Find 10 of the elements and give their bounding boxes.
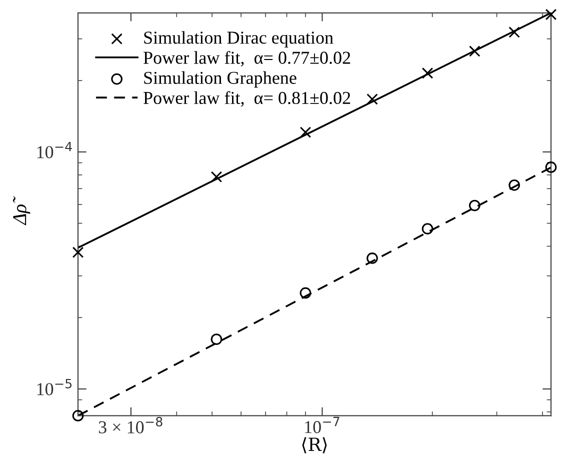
- y-tick-label: 10$^{−5}$: [37, 378, 72, 396]
- x-axis-title: ⟨R⟩: [302, 437, 327, 454]
- y-axis-title: Δρ̃: [12, 196, 30, 226]
- legend-label: Power law fit, α= 0.77±0.02: [144, 50, 350, 66]
- legend-label: Simulation Graphene: [144, 71, 296, 88]
- x-tick-label: 3 × 10$^{−8}$: [98, 416, 162, 434]
- y-tick-label: 10$^{−4}$: [37, 142, 72, 158]
- legend-label: Power law fit, α= 0.81±0.02: [144, 91, 350, 107]
- legend-label: Simulation Dirac equation: [144, 31, 334, 48]
- x-tick-label: 10$^{−7}$: [305, 416, 340, 434]
